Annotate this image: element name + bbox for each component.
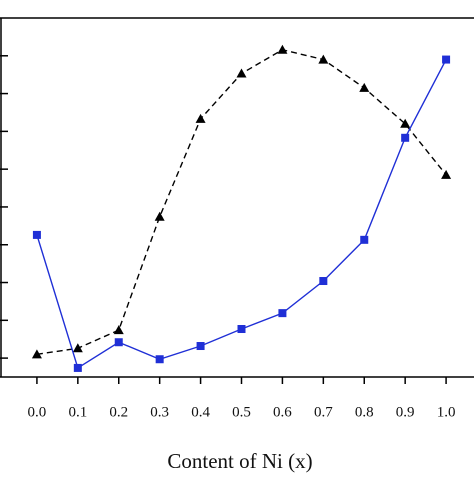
marker <box>31 349 42 359</box>
marker <box>236 68 247 78</box>
marker <box>237 325 246 334</box>
x-tick-label: 1.0 <box>437 404 456 420</box>
marker <box>195 113 206 123</box>
x-tick-label: 0.8 <box>355 404 374 420</box>
x-tick-label: 0.2 <box>109 404 128 420</box>
marker <box>441 169 452 179</box>
marker <box>401 133 410 142</box>
x-tick-label: 0.1 <box>68 404 87 420</box>
marker <box>359 82 370 92</box>
marker <box>113 325 124 335</box>
x-axis-label: Content of Ni (x) <box>167 449 312 473</box>
marker <box>154 211 165 221</box>
marker <box>72 343 83 353</box>
x-tick-label: 0.7 <box>314 404 333 420</box>
marker <box>73 363 82 372</box>
marker <box>32 230 41 239</box>
marker <box>155 355 164 364</box>
marker <box>360 235 369 244</box>
x-tick-label: 0.6 <box>273 404 292 420</box>
x-tick-label: 0.3 <box>150 404 169 420</box>
marker <box>277 44 288 54</box>
x-tick-label: 0.5 <box>232 404 251 420</box>
marker <box>442 55 451 64</box>
x-tick-label: 0.9 <box>396 404 415 420</box>
marker <box>196 342 205 351</box>
x-tick-label: 0.4 <box>191 404 210 420</box>
marker <box>114 338 123 347</box>
marker <box>400 118 411 128</box>
x-tick-label: 0.0 <box>28 404 47 420</box>
marker <box>278 309 287 318</box>
marker <box>319 277 328 286</box>
marker <box>318 54 329 64</box>
